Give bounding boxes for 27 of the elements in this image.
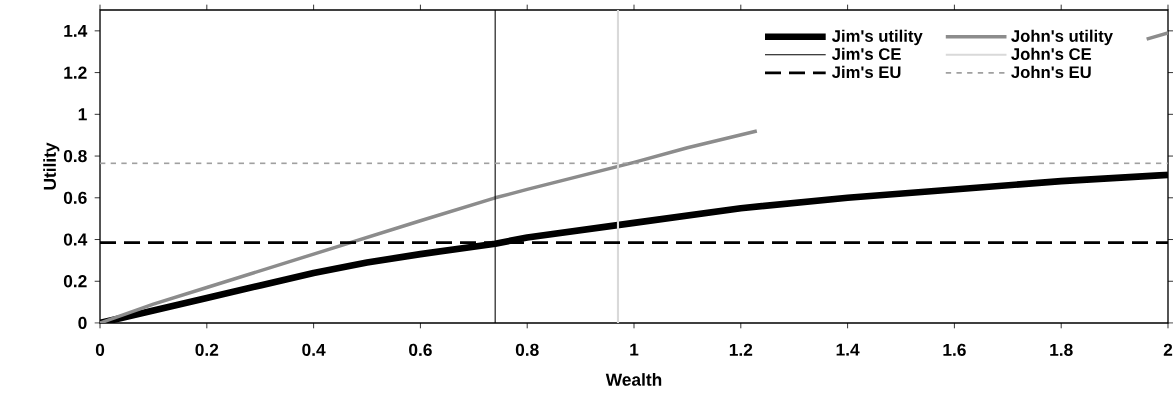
y-tick-label: 0 <box>78 316 87 330</box>
x-tick-label: 0.8 <box>515 343 539 356</box>
legend-label: John's EU <box>1011 65 1091 79</box>
y-tick-label: 0.2 <box>63 275 87 288</box>
y-tick-label: 1.2 <box>64 66 87 79</box>
y-tick-label: 0.4 <box>63 233 88 246</box>
x-tick-label: 0.4 <box>302 343 326 356</box>
legend-label: Jim's CE <box>831 47 901 60</box>
x-axis-title: Wealth <box>605 373 662 386</box>
y-tick-label: 1 <box>78 108 87 121</box>
x-tick-label: 1.4 <box>836 343 860 356</box>
y-tick-label: 0.6 <box>63 191 87 204</box>
y-tick-label: 0.8 <box>63 149 87 163</box>
x-tick-label: 0.2 <box>195 343 219 356</box>
y-axis-title: Utility <box>43 142 60 190</box>
x-tick-label: 1 <box>630 343 639 356</box>
legend-label: John's CE <box>1011 47 1092 60</box>
x-tick-label: 0.6 <box>409 343 432 356</box>
legend-label: Jim's EU <box>831 65 901 79</box>
x-tick-label: 0 <box>95 343 105 356</box>
y-tick-label: 1.4 <box>64 24 88 37</box>
x-tick-label: 1.6 <box>943 343 966 356</box>
x-tick-label: 1.8 <box>1050 343 1073 356</box>
x-tick-label: 1.2 <box>729 343 753 356</box>
x-tick-label: 2 <box>1163 343 1173 356</box>
legend-label: John's utility <box>1011 29 1113 46</box>
legend-label: Jim's utility <box>831 29 923 46</box>
